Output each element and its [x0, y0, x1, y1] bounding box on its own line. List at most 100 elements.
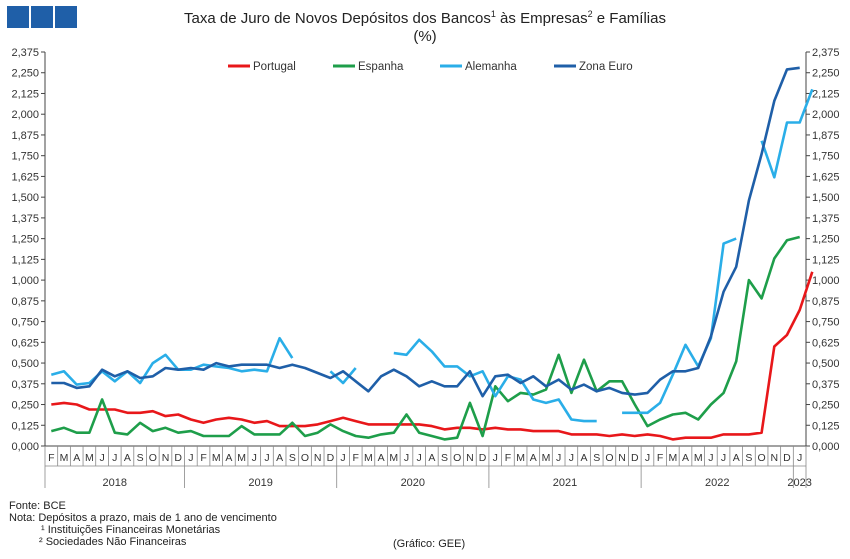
legend-label-portugal: Portugal	[253, 61, 296, 73]
x-month-label: J	[797, 452, 802, 464]
x-month-label: A	[73, 452, 80, 464]
x-month-label: M	[85, 452, 94, 464]
line-chart: 0,000 0,000 0,125 0,125 0,250 0,250 0,375 0,375…	[11, 47, 840, 489]
x-month-label: D	[479, 452, 487, 464]
x-month-label: N	[770, 452, 778, 464]
x-month-label: A	[225, 452, 232, 464]
y-tick-label-left: 2,125	[11, 88, 39, 100]
x-month-label: S	[137, 452, 144, 464]
series-line-alemanha	[760, 88, 814, 179]
y-tick-label-right: 0,750	[812, 317, 840, 329]
x-month-label: J	[340, 452, 345, 464]
x-month-label: M	[364, 452, 373, 464]
x-month-label: A	[682, 452, 689, 464]
y-tick-label-right: 0,250	[812, 400, 840, 412]
x-month-label: O	[758, 452, 766, 464]
y-tick-label-left: 0,500	[11, 358, 39, 370]
x-month-label: D	[327, 452, 335, 464]
x-month-label: J	[112, 452, 117, 464]
x-month-label: M	[516, 452, 525, 464]
x-month-label: J	[99, 452, 104, 464]
y-tick-label-right: 1,500	[812, 192, 840, 204]
x-month-label: M	[237, 452, 246, 464]
x-month-label: S	[745, 452, 752, 464]
y-tick-label-left: 0,375	[11, 379, 39, 391]
x-month-label: M	[212, 452, 221, 464]
x-month-label: A	[124, 452, 131, 464]
y-tick-label-left: 0,125	[11, 420, 39, 432]
series-line-portugal	[51, 271, 814, 441]
footnotes: Fonte: BCE Nota: Depósitos a prazo, mais…	[9, 500, 277, 548]
x-month-label: M	[694, 452, 703, 464]
x-month-label: F	[505, 452, 511, 464]
y-tick-label-left: 2,250	[11, 68, 39, 80]
y-tick-label-right: 0,375	[812, 379, 840, 391]
y-tick-label-left: 2,375	[11, 47, 39, 59]
series-line-zona-euro	[51, 66, 800, 398]
x-month-label: D	[783, 452, 791, 464]
x-month-label: J	[645, 452, 650, 464]
y-tick-label-right: 2,375	[812, 47, 840, 59]
y-tick-label-right: 1,250	[812, 234, 840, 246]
x-month-label: F	[353, 452, 359, 464]
x-month-label: J	[493, 452, 498, 464]
maturity-note: Nota: Depósitos a prazo, mais de 1 ano d…	[9, 512, 277, 524]
y-tick-label-right: 1,875	[812, 130, 840, 142]
y-tick-label-right: 0,625	[812, 337, 840, 349]
legend-label-alemanha: Alemanha	[465, 61, 517, 73]
x-month-label: J	[569, 452, 574, 464]
logo-square-1	[7, 6, 29, 28]
title-sup-1: 1	[490, 9, 496, 19]
x-month-label: M	[542, 452, 551, 464]
y-tick-label-right: 1,375	[812, 213, 840, 225]
y-tick-label-right: 2,125	[812, 88, 840, 100]
y-tick-label-right: 1,000	[812, 275, 840, 287]
x-month-label: M	[389, 452, 398, 464]
y-tick-label-right: 0,875	[812, 296, 840, 308]
title-end: e Famílias	[592, 10, 666, 27]
x-month-label: A	[276, 452, 283, 464]
x-month-label: A	[581, 452, 588, 464]
series-line-alemanha	[50, 336, 294, 386]
x-month-label: N	[466, 452, 474, 464]
x-month-label: N	[314, 452, 322, 464]
x-month-label: M	[60, 452, 69, 464]
footnote-2: ² Sociedades Não Financeiras	[39, 536, 187, 548]
y-tick-label-right: 1,625	[812, 171, 840, 183]
legend-label-zona-euro: Zona Euro	[579, 61, 633, 73]
x-month-label: N	[618, 452, 626, 464]
y-tick-label-left: 1,625	[11, 171, 39, 183]
y-tick-label-left: 1,000	[11, 275, 39, 287]
x-month-label: O	[301, 452, 309, 464]
y-tick-label-right: 2,250	[812, 68, 840, 80]
x-month-label: F	[48, 452, 54, 464]
x-year-label: 2018	[103, 477, 127, 489]
x-month-label: O	[605, 452, 613, 464]
x-month-label: N	[162, 452, 170, 464]
title-sup-2: 2	[587, 9, 593, 19]
chart-subtitle: (%)	[413, 28, 437, 45]
y-tick-label-left: 1,750	[11, 151, 39, 163]
x-month-label: A	[733, 452, 740, 464]
x-year-label: 2023	[787, 477, 811, 489]
y-tick-label-right: 2,000	[812, 109, 840, 121]
x-month-label: O	[149, 452, 157, 464]
x-month-label: S	[441, 452, 448, 464]
x-month-label: M	[668, 452, 677, 464]
y-tick-label-left: 1,250	[11, 234, 39, 246]
legend-label-espanha: Espanha	[358, 61, 404, 73]
x-year-label: 2020	[401, 477, 425, 489]
title-main: Taxa de Juro de Novos Depósitos dos Banc…	[184, 10, 491, 27]
x-month-label: J	[252, 452, 257, 464]
x-month-label: F	[200, 452, 206, 464]
y-tick-label-right: 1,750	[812, 151, 840, 163]
x-month-label: J	[556, 452, 561, 464]
x-month-label: J	[264, 452, 269, 464]
x-month-label: S	[593, 452, 600, 464]
y-tick-label-left: 2,000	[11, 109, 39, 121]
x-month-label: A	[378, 452, 385, 464]
series-line-alemanha	[622, 237, 737, 415]
y-tick-label-right: 0,500	[812, 358, 840, 370]
title-mid: às Empresas	[495, 10, 588, 27]
footnote-1: ¹ Instituições Financeiras Monetárias	[41, 524, 221, 536]
